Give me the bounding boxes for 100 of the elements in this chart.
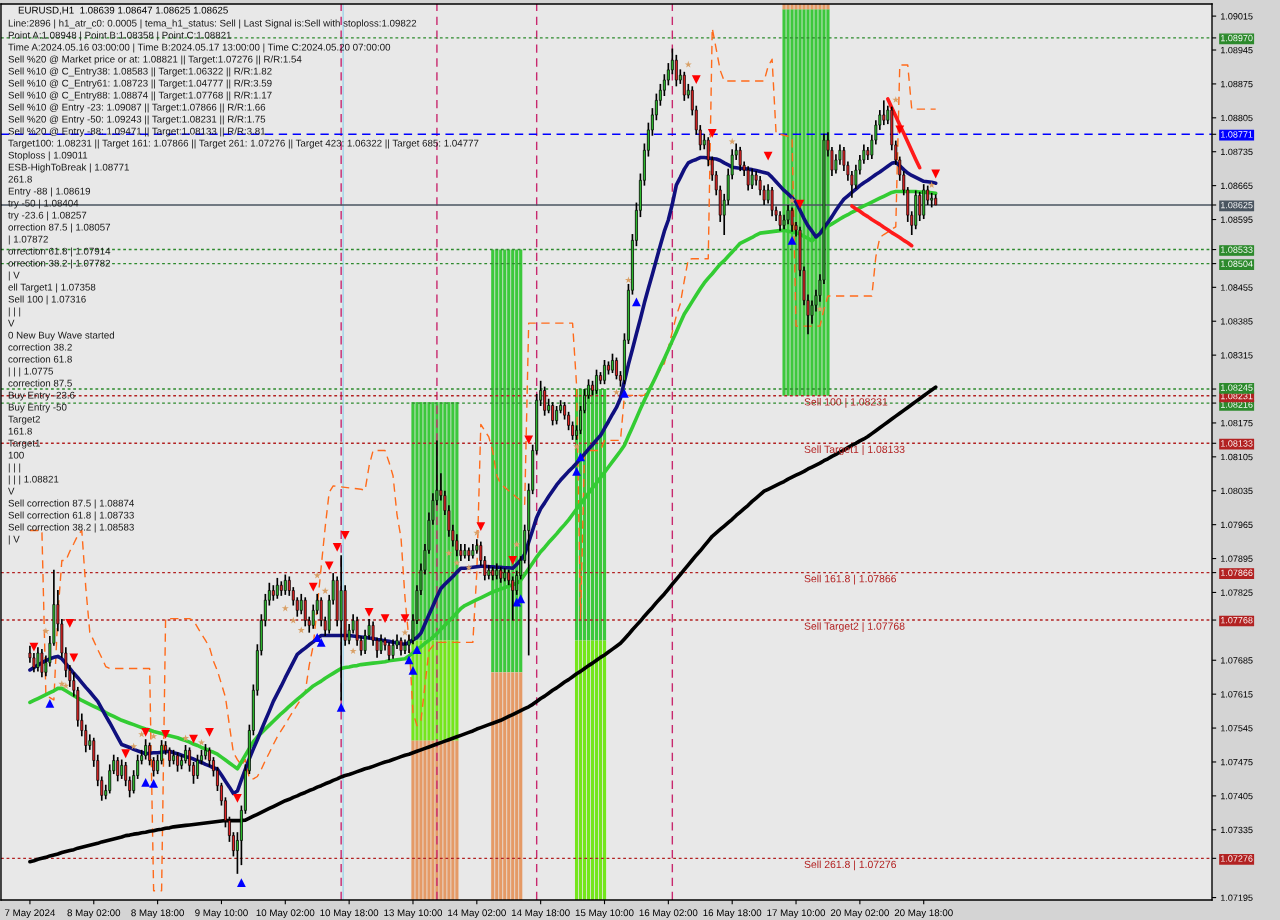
- bar: [419, 640, 423, 741]
- bar: [419, 740, 423, 900]
- bar: [451, 740, 455, 900]
- candlestick: [591, 379, 594, 397]
- text: | V: [8, 535, 20, 545]
- annotation: Buy Entry -50: [8, 403, 67, 413]
- text: 100: [8, 451, 24, 459]
- candlestick: [746, 165, 750, 192]
- bar: [415, 740, 419, 900]
- y-tick-label: 1.08105: [1221, 453, 1253, 461]
- candlestick: [283, 573, 287, 596]
- candlestick: [124, 761, 128, 788]
- x-tick-label: 15 May 10:00: [575, 909, 634, 919]
- annotation: Sell %20 @ Market price or at: 1.08821 || Target:1.07276 || R/R:1.54: [8, 55, 302, 65]
- candlestick: [168, 746, 172, 768]
- y-tick-label: 1.08385: [1221, 318, 1253, 325]
- bar: [503, 249, 507, 673]
- point: [69, 653, 79, 663]
- candlestick: [204, 743, 207, 761]
- candlestick: [778, 210, 782, 232]
- candlestick: [40, 648, 44, 679]
- bar: [515, 672, 519, 900]
- point: [233, 793, 242, 803]
- x-tick-label: 13 May 10:00: [384, 909, 443, 919]
- point: [45, 698, 55, 708]
- bar: [491, 249, 495, 673]
- bar: [439, 640, 443, 741]
- bar: [499, 249, 503, 673]
- bar: [786, 4, 790, 10]
- candlestick: [36, 646, 40, 673]
- ref-line-label: Sell Target2 | 1.07768: [804, 622, 905, 632]
- point: [632, 297, 641, 307]
- y-tick-label: 1.08245: [1221, 384, 1253, 391]
- bar: [431, 640, 435, 741]
- point: [380, 614, 390, 623]
- x-tick-label: 16 May 02:00: [639, 909, 698, 919]
- point: [149, 778, 159, 788]
- annotation: | | | 1.08821: [8, 475, 59, 485]
- y-tick-label: 1.08035: [1221, 487, 1253, 495]
- point: [340, 530, 350, 540]
- y-tick-label: 1.07615: [1221, 691, 1253, 698]
- bar: [594, 640, 599, 900]
- point: [816, 305, 824, 313]
- x-tick-label: 20 May 18:00: [894, 909, 953, 919]
- text: | | |: [8, 463, 21, 473]
- point: [205, 728, 214, 737]
- bar: [423, 740, 427, 900]
- point: [316, 637, 326, 647]
- annotation: Stoploss | 1.09011: [8, 151, 88, 161]
- point: [130, 742, 138, 750]
- point: [524, 435, 534, 445]
- y-tick-label: 1.07545: [1221, 725, 1253, 732]
- point: [332, 543, 342, 552]
- y-tick-label: 1.07195: [1221, 894, 1253, 901]
- candlestick: [120, 758, 124, 780]
- annotation: ell Target1 | 1.07358: [8, 283, 96, 293]
- x-tick-label: 7 May 2024: [5, 909, 56, 919]
- point: [400, 614, 410, 623]
- bar: [507, 249, 511, 673]
- bar: [790, 4, 794, 10]
- y-tick-label: 1.08665: [1221, 182, 1253, 189]
- point: [313, 571, 321, 579]
- point: [150, 732, 158, 740]
- bar: [447, 740, 451, 900]
- point: [728, 137, 736, 145]
- ref-line-label: Sell 261.8 | 1.07276: [804, 860, 897, 871]
- bar: [798, 4, 802, 10]
- bar: [427, 740, 431, 900]
- bar: [574, 640, 579, 900]
- y-tick-label: 1.07895: [1221, 555, 1253, 562]
- candlestick: [108, 763, 112, 795]
- x-tick-label: 17 May 10:00: [767, 909, 826, 919]
- y-tick-label: 1.08735: [1221, 148, 1253, 156]
- candlestick: [930, 192, 934, 209]
- point: [308, 582, 318, 592]
- candlestick: [790, 206, 794, 233]
- annotation: 261.8: [8, 175, 32, 183]
- point: [62, 682, 70, 689]
- y-tick-label: 1.07965: [1221, 521, 1253, 529]
- candlestick: [555, 405, 559, 426]
- point: [612, 388, 620, 396]
- bar: [507, 672, 511, 900]
- annotation: orrection 61.8 | 1.07914: [8, 247, 111, 257]
- candlestick: [750, 167, 754, 190]
- annotation: Sell correction 38.2 | 1.08583: [8, 523, 134, 533]
- candlestick: [148, 741, 152, 767]
- y-tick-label: 1.08875: [1221, 80, 1253, 88]
- bar: [495, 249, 499, 673]
- annotation: Sell correction 87.5 | 1.08874: [8, 499, 135, 509]
- bar: [794, 4, 798, 10]
- candlestick: [188, 746, 191, 773]
- line-series: [850, 204, 914, 248]
- point: [237, 878, 246, 887]
- point: [161, 729, 170, 739]
- text: | | |: [8, 307, 21, 317]
- y-tick-label: 1.08315: [1221, 352, 1253, 359]
- point: [576, 452, 585, 462]
- x-tick-label: 9 May 10:00: [195, 909, 248, 919]
- point: [572, 466, 581, 476]
- point: [895, 125, 905, 135]
